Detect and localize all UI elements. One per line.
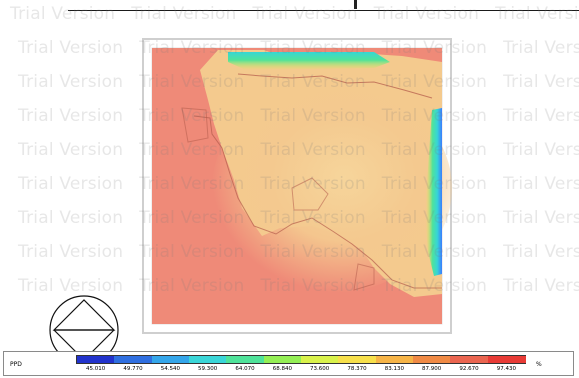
- legend-swatch: [77, 356, 115, 363]
- legend-tick-label: 68.840: [272, 366, 292, 372]
- legend-tick-label: 49.770: [123, 366, 143, 372]
- contour-line: [193, 115, 442, 289]
- contour-svg: [142, 38, 452, 334]
- legend-swatch: [189, 356, 227, 363]
- legend-title: PPD: [10, 361, 22, 368]
- contour-plot: [142, 38, 452, 334]
- legend-unit: %: [536, 361, 542, 368]
- legend-tick-label: 59.300: [198, 366, 218, 372]
- watermark-text: Trial Version: [503, 276, 579, 296]
- watermark-text: Trial Version: [18, 276, 124, 296]
- contour-line: [291, 177, 329, 211]
- legend-swatch: [375, 356, 414, 363]
- contour-line: [237, 73, 433, 99]
- watermark-text: Trial Version: [503, 72, 579, 92]
- watermark-text: Trial Version: [503, 242, 579, 262]
- watermark-text: Trial Version: [503, 38, 579, 58]
- legend-tick-label: 78.370: [347, 366, 367, 372]
- watermark-text: Trial Version: [18, 140, 124, 160]
- watermark-text: Trial Version: [503, 140, 579, 160]
- watermark-text: Trial Version: [18, 208, 124, 228]
- legend-tick-label: 97.430: [496, 366, 516, 372]
- top-band: [228, 52, 390, 70]
- legend-swatch: [301, 356, 339, 363]
- watermark-text: Trial Version: [18, 242, 124, 262]
- legend-tick-label: 54.540: [160, 366, 180, 372]
- legend-swatch: [226, 356, 265, 363]
- watermark-text: Trial Version: [503, 208, 579, 228]
- legend-tick-label: 83.130: [384, 366, 404, 372]
- watermark-text: Trial Version: [503, 106, 579, 126]
- watermark-text: Trial Version: [503, 174, 579, 194]
- legend-tick-label: 92.670: [459, 366, 479, 372]
- watermark-text: Trial Version: [18, 72, 124, 92]
- watermark-text: Trial Version: [18, 106, 124, 126]
- legend-tick-label: 64.070: [235, 366, 255, 372]
- legend-swatch: [151, 356, 190, 363]
- watermark-text: Trial Version: [18, 174, 124, 194]
- right-band: [426, 108, 442, 276]
- legend-swatch: [413, 356, 451, 363]
- legend: PPD 45.010 49.770 54.540 59.300 64.070 68.840…: [3, 351, 574, 376]
- contour-line: [181, 107, 209, 143]
- legend-swatch: [114, 356, 153, 363]
- legend-swatch: [450, 356, 489, 363]
- top-divider: [68, 10, 579, 11]
- legend-tick-label: 73.600: [310, 366, 330, 372]
- legend-tick-label: 45.010: [86, 366, 106, 372]
- legend-tick-label: 87.900: [422, 366, 442, 372]
- legend-swatch: [338, 356, 377, 363]
- watermark-text: Trial Version: [18, 38, 124, 58]
- warm-blob: [212, 83, 452, 293]
- top-marker: [354, 0, 357, 9]
- legend-swatch: [487, 356, 526, 363]
- contour-line: [353, 263, 375, 291]
- legend-colorbar: 45.010 49.770 54.540 59.300 64.070 68.840 73.6…: [76, 355, 526, 372]
- legend-swatch: [263, 356, 302, 363]
